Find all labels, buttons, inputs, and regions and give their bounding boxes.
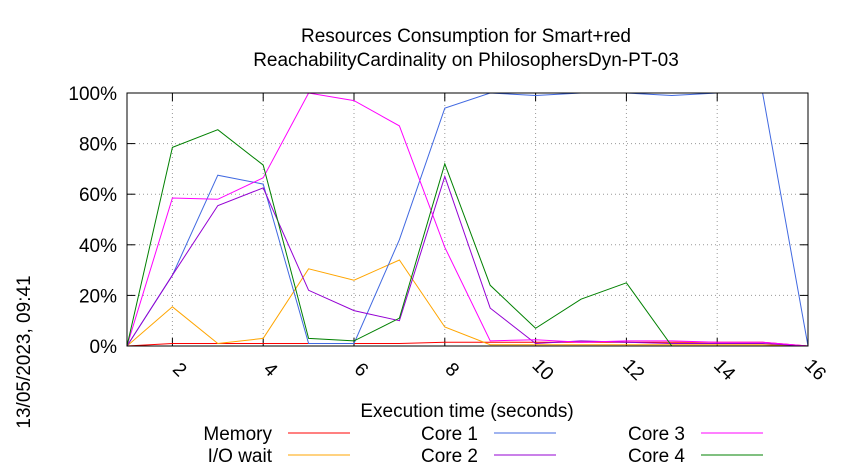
x-tick-label: 12	[618, 355, 648, 385]
x-tick-label: 14	[709, 355, 739, 385]
y-tick-label: 80%	[79, 135, 117, 156]
y-axis-ticks: 0% 20% 40% 60% 80% 100%	[68, 84, 808, 358]
legend-label: Memory	[203, 424, 272, 445]
legend-label: I/O wait	[208, 446, 273, 467]
x-tick-label: 2	[168, 359, 190, 381]
series-line-i-o-wait	[126, 259, 809, 347]
series-line-memory	[126, 341, 809, 347]
y-tick-label: 40%	[79, 236, 117, 257]
y-tick-label: 100%	[68, 84, 117, 105]
series-lines	[126, 92, 809, 347]
legend-label: Core 1	[421, 424, 478, 445]
series-line-core-3	[126, 92, 809, 347]
x-tick-label: 4	[259, 359, 282, 382]
x-axis-ticks: 2 4 6 8 10 12 14 16	[168, 93, 830, 385]
y-tick-label: 20%	[79, 286, 117, 307]
chart-title: Resources Consumption for Smart+red	[301, 26, 631, 47]
series-line-core-1	[126, 92, 809, 347]
timestamp-label: 13/05/2023, 09:41	[14, 275, 35, 428]
chart-subtitle: ReachabilityCardinality on PhilosophersD…	[253, 50, 679, 71]
series-line-core-4	[126, 129, 808, 347]
plot-frame	[126, 92, 809, 347]
x-tick-label: 16	[800, 355, 830, 385]
x-tick-label: 10	[528, 355, 558, 385]
legend-label: Core 2	[421, 446, 478, 467]
legend-label: Core 4	[628, 446, 685, 467]
y-tick-label: 0%	[90, 337, 118, 358]
legend-label: Core 3	[628, 424, 685, 445]
x-axis-label: Execution time (seconds)	[360, 401, 573, 422]
x-tick-label: 6	[350, 359, 372, 381]
series-line-core-2	[126, 174, 809, 347]
y-tick-label: 60%	[79, 185, 117, 206]
grid	[127, 93, 808, 346]
x-tick-label: 8	[441, 359, 463, 381]
